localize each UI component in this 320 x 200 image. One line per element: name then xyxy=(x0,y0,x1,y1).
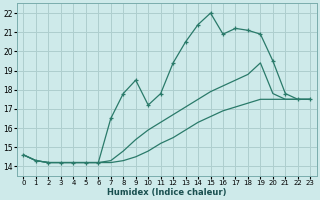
X-axis label: Humidex (Indice chaleur): Humidex (Indice chaleur) xyxy=(107,188,227,197)
